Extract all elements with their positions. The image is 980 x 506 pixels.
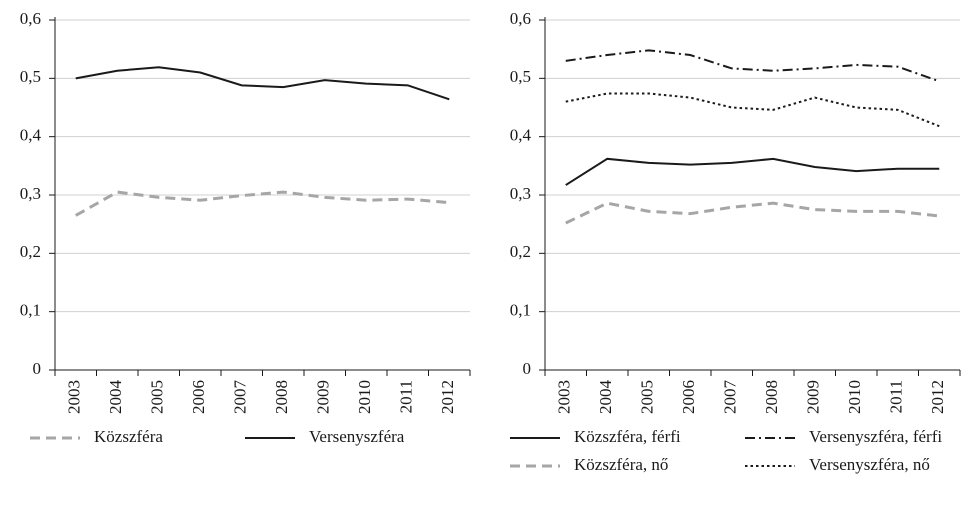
- y-tick-label: 0,5: [20, 67, 41, 86]
- y-tick-label: 0,6: [20, 9, 41, 28]
- line-series: [565, 49, 940, 83]
- x-tick-label: 2012: [438, 380, 457, 414]
- y-tick-label: 0,2: [20, 242, 41, 261]
- x-tick-label: 2004: [106, 380, 125, 415]
- x-tick-label: 2005: [148, 380, 167, 414]
- x-tick-label: 2008: [762, 380, 781, 414]
- x-tick-label: 2003: [65, 380, 84, 414]
- y-tick-label: 0: [33, 359, 42, 378]
- y-tick-label: 0,4: [510, 126, 532, 145]
- y-tick-label: 0,1: [510, 301, 531, 320]
- line-series: [565, 92, 940, 128]
- line-series: [75, 190, 450, 217]
- x-tick-label: 2011: [887, 380, 906, 413]
- y-tick-label: 0,2: [510, 242, 531, 261]
- y-tick-label: 0,3: [20, 184, 41, 203]
- line-series: [75, 66, 450, 101]
- x-tick-label: 2010: [355, 380, 374, 414]
- line-series: [565, 201, 940, 225]
- y-tick-label: 0,5: [510, 67, 531, 86]
- x-tick-label: 2006: [679, 380, 698, 414]
- y-tick-label: 0,3: [510, 184, 531, 203]
- x-tick-label: 2006: [189, 380, 208, 414]
- x-tick-label: 2011: [397, 380, 416, 413]
- y-tick-label: 0,1: [20, 301, 41, 320]
- legend-label: Versenyszféra, férfi: [809, 427, 942, 446]
- y-tick-label: 0,4: [20, 126, 42, 145]
- legend-label: Közszféra: [94, 427, 163, 446]
- x-tick-label: 2012: [928, 380, 947, 414]
- x-tick-label: 2004: [596, 380, 615, 415]
- x-tick-label: 2010: [845, 380, 864, 414]
- legend-label: Versenyszféra: [309, 427, 405, 446]
- legend-label: Közszféra, férfi: [574, 427, 681, 446]
- x-tick-label: 2007: [231, 380, 250, 415]
- legend-label: Közszféra, nő: [574, 455, 668, 474]
- y-tick-label: 0: [523, 359, 532, 378]
- x-tick-label: 2003: [555, 380, 574, 414]
- x-tick-label: 2005: [638, 380, 657, 414]
- x-tick-label: 2008: [272, 380, 291, 414]
- x-tick-label: 2007: [721, 380, 740, 415]
- y-tick-label: 0,6: [510, 9, 531, 28]
- line-series: [565, 157, 940, 186]
- legend-label: Versenyszféra, nő: [809, 455, 930, 474]
- x-tick-label: 2009: [314, 380, 333, 414]
- x-tick-label: 2009: [804, 380, 823, 414]
